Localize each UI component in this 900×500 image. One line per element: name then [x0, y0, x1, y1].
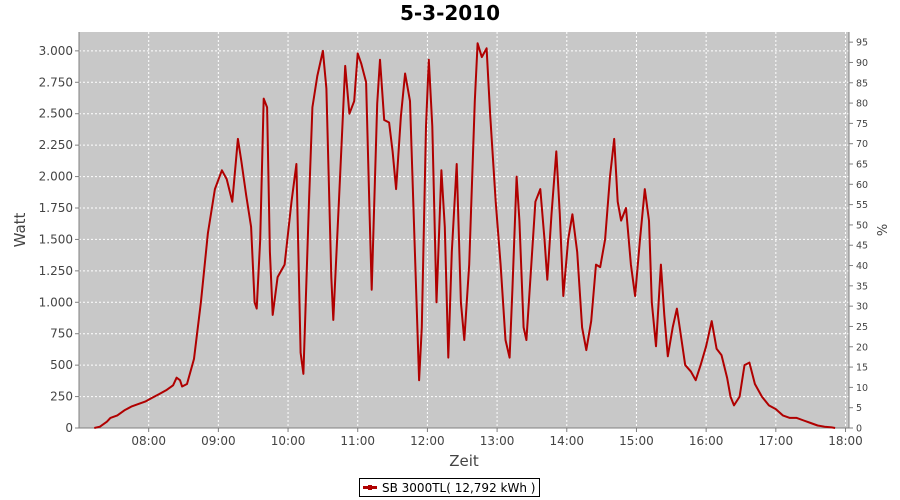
y2-tick-label: 80: [856, 99, 868, 110]
y2-tick-label: 75: [856, 119, 868, 130]
y2-tick-label: 55: [856, 200, 868, 211]
x-tick-label: 16:00: [689, 434, 724, 448]
y2-tick-label: 10: [856, 383, 868, 394]
x-tick-label: 13:00: [480, 434, 515, 448]
y2-tick-label: 45: [856, 241, 868, 252]
y-tick-label: 2.500: [39, 107, 73, 121]
y2-tick-label: 20: [856, 342, 868, 353]
y2-tick-label: 65: [856, 160, 868, 171]
plot-area: [79, 32, 849, 428]
x-tick-label: 15:00: [619, 434, 654, 448]
y-tick-label: 1.750: [39, 201, 73, 215]
x-tick-label: 12:00: [410, 434, 445, 448]
legend-swatch: [363, 485, 377, 490]
x-tick-label: 11:00: [340, 434, 375, 448]
chart-title: 5-3-2010: [399, 1, 501, 25]
y2-tick-label: 25: [856, 322, 868, 333]
x-tick-label: 17:00: [759, 434, 794, 448]
x-tick-label: 08:00: [131, 434, 166, 448]
y-tick-label: 750: [50, 327, 73, 341]
y2-tick-label: 60: [856, 180, 868, 191]
y2-tick-label: 95: [856, 38, 868, 49]
y2-tick-label: 35: [856, 281, 868, 292]
x-tick-label: 14:00: [549, 434, 584, 448]
y2-tick-label: 30: [856, 302, 868, 313]
y-axis-label: Watt: [11, 212, 29, 247]
y2-tick-label: 5: [856, 403, 862, 414]
y-tick-label: 1.250: [39, 264, 73, 278]
y2-tick-label: 90: [856, 58, 868, 69]
x-tick-label: 10:00: [271, 434, 306, 448]
y-tick-label: 0: [65, 421, 73, 435]
x-tick-label: 18:00: [828, 434, 863, 448]
y-tick-label: 2.000: [39, 170, 73, 184]
y-tick-label: 250: [50, 390, 73, 404]
y2-tick-label: 15: [856, 363, 868, 374]
y2-tick-label: 50: [856, 220, 868, 231]
legend: SB 3000TL( 12,792 kWh ): [359, 478, 541, 497]
y-tick-label: 2.250: [39, 138, 73, 152]
legend-label: SB 3000TL( 12,792 kWh ): [382, 480, 536, 495]
y2-tick-label: 70: [856, 139, 868, 150]
y-tick-label: 1.000: [39, 295, 73, 309]
y2-tick-label: 85: [856, 78, 868, 89]
y-tick-label: 3.000: [39, 44, 73, 58]
y2-tick-label: 40: [856, 261, 868, 272]
y2-tick-label: 0: [856, 424, 862, 435]
series-line: [94, 42, 836, 429]
y-tick-label: 500: [50, 358, 73, 372]
y-tick-label: 2.750: [39, 75, 73, 89]
y2-axis-label: %: [876, 224, 891, 236]
y-tick-label: 1.500: [39, 232, 73, 246]
x-axis-label: Zeit: [449, 452, 479, 470]
x-tick-label: 09:00: [201, 434, 236, 448]
